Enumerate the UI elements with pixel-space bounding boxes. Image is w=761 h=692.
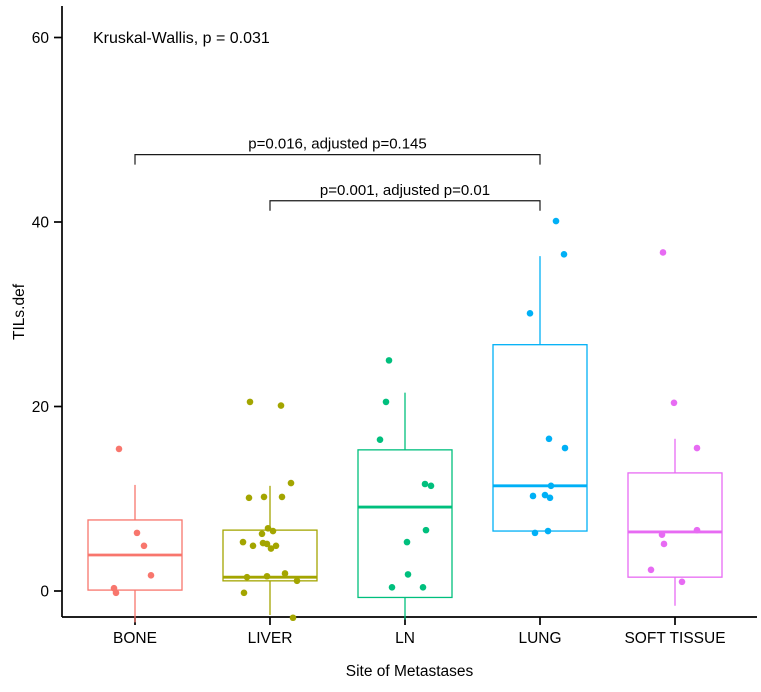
jitter-point [264, 524, 272, 532]
jitter-point [658, 531, 666, 539]
jitter-point [526, 310, 534, 317]
jitter-point [422, 526, 430, 534]
y-axis-ticks: 0 20 40 60 [32, 30, 62, 601]
jitter-point [552, 217, 560, 225]
jitter-point [561, 444, 569, 452]
jitter-point [647, 566, 655, 574]
y-tick-label: 40 [32, 215, 50, 232]
jitter-point [263, 540, 271, 548]
jitter-point [382, 398, 390, 406]
jitter-point [133, 529, 141, 537]
jitter-point [385, 357, 393, 364]
jitter-points-ln [376, 357, 435, 591]
boxplot-group-bone [87, 484, 183, 623]
jitter-point [560, 250, 568, 258]
jitter-point [419, 584, 427, 591]
x-tick-label-liver: LIVER [248, 630, 293, 647]
jitter-point [245, 494, 253, 502]
iqr-box [627, 472, 723, 578]
jitter-point [272, 542, 280, 550]
jitter-point [388, 584, 396, 591]
jitter-point [531, 529, 539, 537]
jitter-point [249, 542, 257, 550]
jitter-points-liver [239, 398, 301, 622]
iqr-box [357, 449, 453, 599]
x-axis-ticks: BONE LIVER LN LUNG SOFT TISSUE [113, 617, 726, 647]
jitter-point [678, 578, 686, 586]
jitter-point [659, 249, 667, 256]
jitter-point [263, 572, 271, 580]
x-tick-label-soft-tissue: SOFT TISSUE [624, 630, 725, 647]
boxplot-group-liver [222, 485, 318, 615]
iqr-box [492, 344, 588, 532]
jitter-point [269, 527, 277, 535]
comparison-bracket-bone-lung: p=0.016, adjusted p=0.145 [134, 136, 541, 165]
jitter-point [243, 573, 251, 581]
comparison-bracket-liver-lung: p=0.001, adjusted p=0.01 [269, 182, 541, 211]
jitter-point [258, 530, 266, 538]
bracket-line [134, 154, 541, 165]
boxplot-group-soft-tissue [627, 438, 723, 606]
jitter-point [246, 398, 254, 406]
jitter-point [277, 402, 285, 409]
x-tick-label-bone: BONE [113, 630, 157, 647]
jitter-point [140, 542, 148, 550]
jitter-point [115, 445, 123, 453]
jitter-points-soft-tissue [647, 249, 701, 586]
kruskal-wallis-annotation: Kruskal-Wallis, p = 0.031 [93, 30, 270, 47]
jitter-point [545, 435, 553, 443]
jitter-point [278, 493, 286, 501]
jitter-point [693, 444, 701, 452]
jitter-point [403, 538, 411, 546]
boxplot-group-ln [357, 392, 453, 620]
x-axis-title: Site of Metastases [346, 663, 474, 680]
jitter-point [239, 538, 247, 546]
bracket-line [269, 200, 541, 211]
y-tick-label: 0 [40, 584, 49, 601]
jitter-point [267, 545, 275, 552]
jitter-point [421, 480, 429, 488]
jitter-points-lung [526, 217, 569, 537]
jitter-point [376, 436, 384, 444]
jitter-points-bone [110, 445, 155, 597]
x-tick-label-lung: LUNG [518, 630, 561, 647]
jitter-point [260, 493, 268, 501]
jitter-point [529, 492, 537, 500]
jitter-point [289, 614, 297, 622]
y-tick-label: 60 [32, 30, 50, 47]
x-tick-label-ln: LN [395, 630, 415, 647]
jitter-point [693, 526, 701, 534]
jitter-point [112, 589, 120, 597]
y-tick-label: 20 [32, 399, 50, 416]
jitter-point [670, 399, 678, 407]
jitter-point [281, 570, 289, 577]
boxplot-group-lung [492, 256, 588, 532]
jitter-point [547, 482, 555, 490]
jitter-point [240, 589, 248, 597]
comparison-label: p=0.001, adjusted p=0.01 [320, 182, 490, 199]
y-axis-title: TILs.def [11, 283, 28, 340]
jitter-point [427, 482, 435, 490]
jitter-point [544, 527, 552, 535]
comparison-label: p=0.016, adjusted p=0.145 [248, 136, 427, 153]
jitter-point [404, 571, 412, 578]
jitter-point [293, 577, 301, 585]
iqr-box [222, 529, 318, 582]
jitter-point [147, 572, 155, 579]
jitter-point [660, 540, 668, 548]
jitter-point [541, 491, 549, 499]
jitter-point [287, 479, 295, 487]
jitter-point [546, 494, 554, 502]
